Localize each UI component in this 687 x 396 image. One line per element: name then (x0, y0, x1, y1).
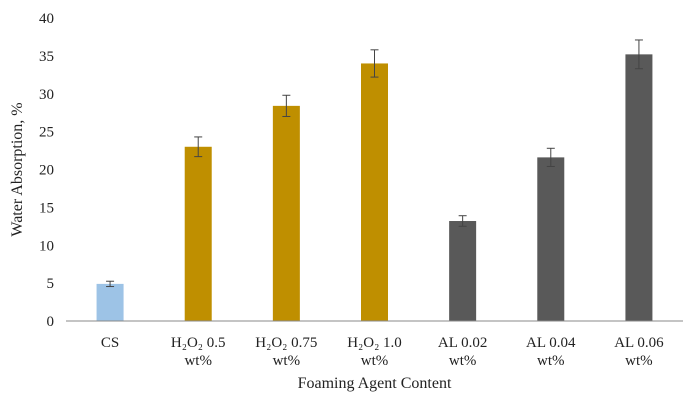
y-tick-label: 35 (39, 49, 54, 65)
x-tick-label: AL 0.06 (614, 335, 664, 351)
bar (625, 54, 653, 322)
bar (184, 146, 212, 321)
y-tick-label: 0 (47, 314, 55, 330)
x-tick-label-line2: wt% (625, 353, 653, 369)
bars (96, 54, 653, 322)
x-tick-label: AL 0.04 (526, 335, 576, 351)
x-tick-label: H₂O₂ 0.75 (255, 335, 317, 351)
x-tick-label: CS (101, 335, 119, 351)
error-bars (106, 39, 643, 288)
y-tick-label: 25 (39, 125, 54, 141)
y-tick-label: 10 (39, 238, 54, 254)
bar (449, 221, 477, 321)
x-tick-label: AL 0.02 (438, 335, 487, 351)
x-tick-label: H₂O₂ 1.0 (347, 335, 402, 351)
x-tick-label: H₂O₂ 0.5 (171, 335, 226, 351)
y-axis-title: Water Absorption, % (9, 102, 26, 236)
x-axis-category-labels: CS H₂O₂ 0.5 wt% H₂O₂ 0.75 wt% H₂O₂ 1.0 wt% AL 0… (101, 335, 664, 369)
x-tick-label-line2: wt% (449, 353, 477, 369)
y-tick-label: 20 (39, 163, 54, 179)
y-tick-label: 15 (39, 200, 54, 216)
x-tick-label-line2: wt% (537, 353, 565, 369)
x-tick-label-line2: wt% (361, 353, 389, 369)
x-axis-title: Foaming Agent Content (298, 375, 452, 392)
bar (96, 283, 124, 321)
y-tick-label: 30 (39, 87, 54, 103)
x-tick-label-line2: wt% (184, 353, 212, 369)
y-tick-label: 40 (39, 11, 54, 27)
y-tick-label: 5 (47, 276, 55, 292)
bar (537, 157, 565, 321)
bar (361, 63, 388, 321)
bar (272, 105, 300, 322)
y-axis-ticks: 0 5 10 15 20 25 30 35 40 (39, 11, 54, 330)
x-tick-label-line2: wt% (273, 353, 301, 369)
